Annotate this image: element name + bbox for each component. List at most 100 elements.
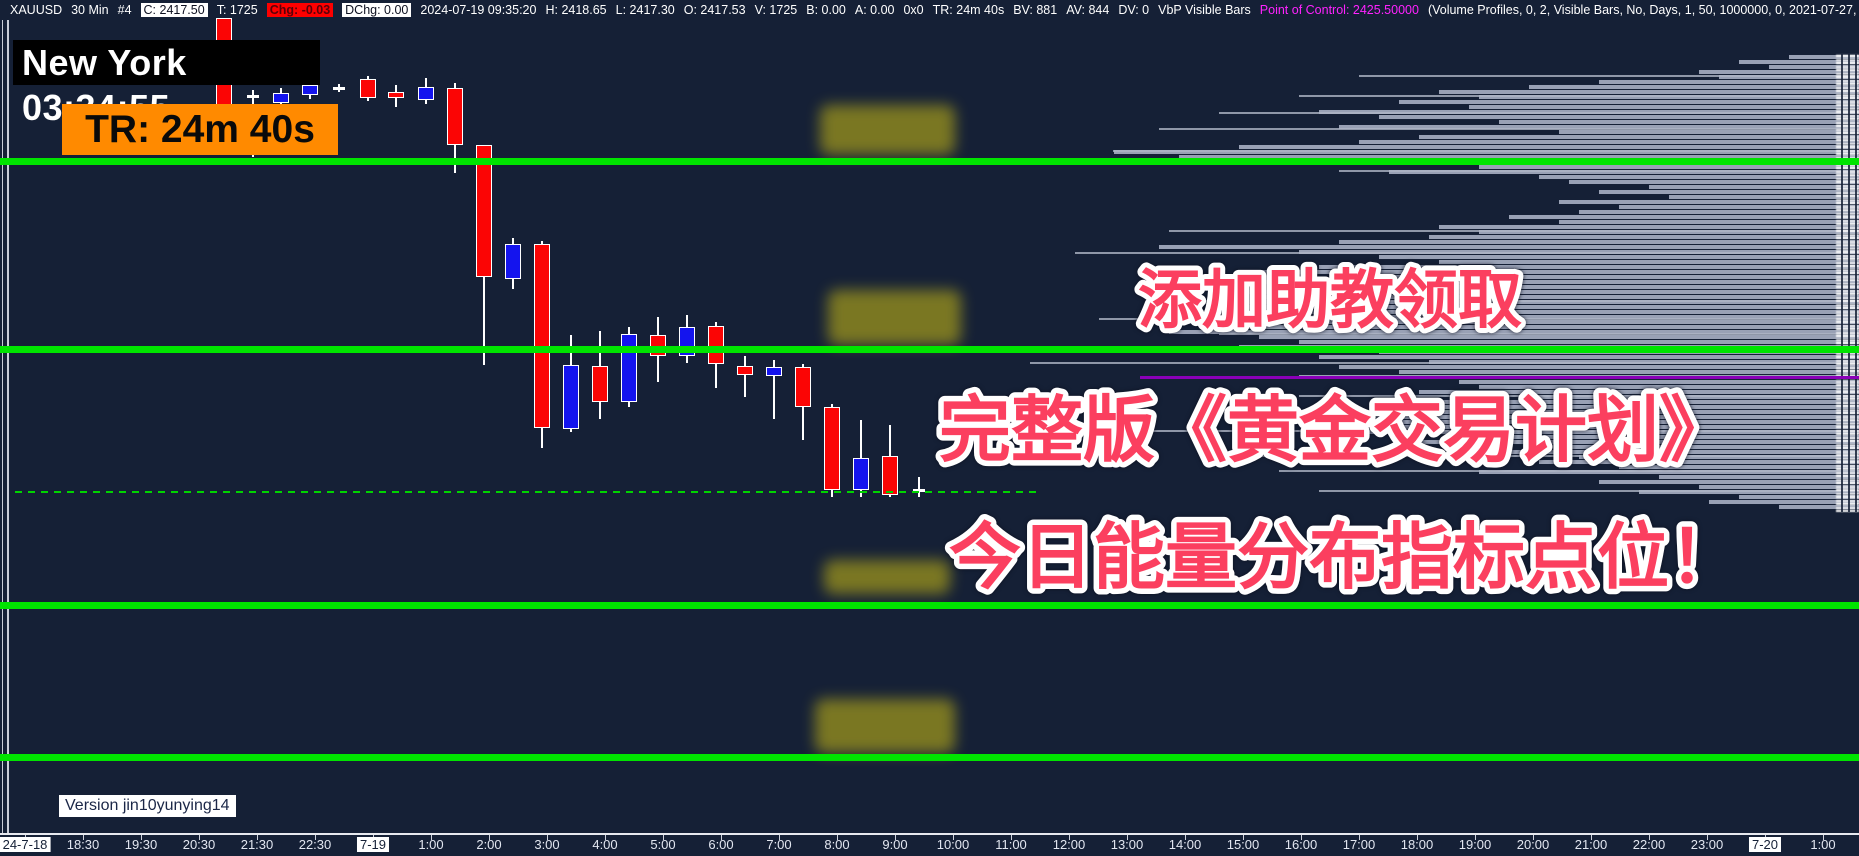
- volume-profile-bar: [1739, 60, 1859, 64]
- time-axis-date-label: 7-20: [1748, 837, 1782, 852]
- time-axis-tick: [1475, 835, 1476, 840]
- volume-profile-bar: [1359, 275, 1859, 279]
- volume-profile-bar: [1559, 445, 1859, 449]
- time-axis-label: 11:00: [995, 837, 1027, 852]
- volume-profile-bar: [1539, 460, 1859, 464]
- volume-profile-bar: [1579, 455, 1859, 459]
- support-resistance-line: [0, 754, 1859, 761]
- info-segment: (Volume Profiles, 0, 2, Visible Bars, No…: [1427, 3, 1859, 17]
- volume-profile-streak: [1149, 300, 1859, 302]
- volume-profile-bar: [1569, 180, 1859, 184]
- volume-profile-bar: [1429, 235, 1859, 239]
- time-axis-tick: [1533, 835, 1534, 840]
- volume-profile-bar: [1649, 185, 1859, 189]
- time-axis-tick: [1127, 835, 1128, 840]
- bear-candle: [592, 366, 608, 402]
- bear-candle: [882, 456, 898, 495]
- volume-profile-bar: [1669, 195, 1859, 199]
- time-axis-tick: [1823, 835, 1824, 840]
- volume-profile-bar: [1419, 135, 1859, 139]
- time-axis[interactable]: 24-7-18 18:30 19:30 20:30 21:30 22:30 7-19 1:00…: [0, 835, 1859, 856]
- time-axis-label: 10:00: [936, 837, 970, 852]
- volume-profile-streak: [1030, 362, 1859, 364]
- volume-profile-streak: [1219, 112, 1859, 114]
- time-axis-label: 2:00: [476, 837, 502, 852]
- candle-wick: [918, 477, 920, 497]
- info-segment: VbP Visible Bars: [1158, 3, 1251, 17]
- volume-profile-bar: [1299, 285, 1859, 289]
- volume-profile-bar: [1169, 330, 1859, 334]
- bull-candle: [505, 244, 521, 279]
- support-resistance-line: [0, 346, 1859, 353]
- time-axis-label: 4:00: [592, 837, 618, 852]
- bear-candle: [476, 145, 492, 277]
- candle-wick: [773, 360, 775, 419]
- price-scale-noise-mask: [1836, 54, 1859, 512]
- time-axis-label: 18:00: [1400, 837, 1434, 852]
- volume-profile-bar: [1479, 165, 1859, 169]
- volume-profile-bar: [1479, 230, 1859, 234]
- time-axis-label: 13:00: [1110, 837, 1144, 852]
- info-segment: XAUUSD: [10, 3, 63, 17]
- time-axis-tick: [1243, 835, 1244, 840]
- info-segment: TR: 24m 40s: [932, 3, 1005, 17]
- volume-profile-bar: [1239, 305, 1859, 309]
- bull-candle: [853, 458, 869, 490]
- bear-candle: [824, 407, 840, 490]
- time-axis-label: 17:00: [1342, 837, 1376, 852]
- volume-profile-bar: [1389, 170, 1859, 174]
- bull-candle: [302, 85, 318, 95]
- volume-profile-bar: [1709, 500, 1859, 504]
- volume-profile-bar: [1159, 245, 1859, 249]
- time-axis-tick: [1417, 835, 1418, 840]
- time-axis-label: 20:00: [1516, 837, 1550, 852]
- bull-candle: [418, 87, 434, 100]
- volume-profile-bar: [1319, 265, 1859, 269]
- time-axis-label: 21:30: [240, 837, 274, 852]
- volume-profile-streak: [1319, 490, 1859, 492]
- info-segment: T: 1725: [216, 3, 258, 17]
- time-axis-tick: [1185, 835, 1186, 840]
- volume-profile-bar: [1159, 310, 1859, 314]
- volume-profile-streak: [1159, 128, 1859, 130]
- time-axis-label: 23:00: [1690, 837, 1724, 852]
- volume-profile-streak: [1299, 95, 1859, 97]
- volume-profile-bar: [1299, 410, 1859, 414]
- time-axis-tick: [605, 835, 606, 840]
- volume-profile-bar: [1439, 90, 1859, 94]
- volume-profile-bar: [1399, 370, 1859, 374]
- current-price-dotted-line: [15, 491, 1040, 493]
- volume-profile-bar: [1379, 115, 1859, 119]
- volume-profile-bar: [1114, 150, 1859, 154]
- time-axis-label: 3:00: [534, 837, 560, 852]
- volume-profile-bar: [1419, 440, 1859, 444]
- time-remaining-label: TR: 24m 40s: [62, 104, 338, 155]
- volume-profile-bar: [1599, 80, 1859, 84]
- volume-profile-streak: [1299, 395, 1859, 397]
- volume-profile-bar: [1259, 270, 1859, 274]
- volume-profile-bar: [1439, 225, 1859, 229]
- cta-line-3: 今日能量分布指标点位！: [949, 518, 1741, 598]
- volume-profile-bar: [1559, 130, 1859, 134]
- volume-profile-bar: [1519, 395, 1859, 399]
- volume-profile-streak: [1099, 318, 1859, 320]
- bear-candle: [708, 326, 724, 364]
- version-label: Version jin10yunying14: [59, 795, 236, 817]
- time-axis-border: [0, 833, 1859, 835]
- time-axis-label: 20:30: [182, 837, 216, 852]
- blurred-price-label: [815, 699, 955, 753]
- volume-profile-bar: [1479, 385, 1859, 389]
- bull-candle: [273, 93, 289, 103]
- volume-profile-bar: [1179, 300, 1859, 304]
- volume-profile-bar: [1219, 290, 1859, 294]
- volume-profile-streak: [1279, 470, 1859, 472]
- volume-profile-bar: [1259, 420, 1859, 424]
- time-axis-tick: [953, 835, 954, 840]
- volume-profile-bar: [1439, 260, 1859, 264]
- bear-candle: [534, 244, 550, 428]
- blurred-price-label: [824, 560, 950, 594]
- info-segment: AV: 844: [1066, 3, 1110, 17]
